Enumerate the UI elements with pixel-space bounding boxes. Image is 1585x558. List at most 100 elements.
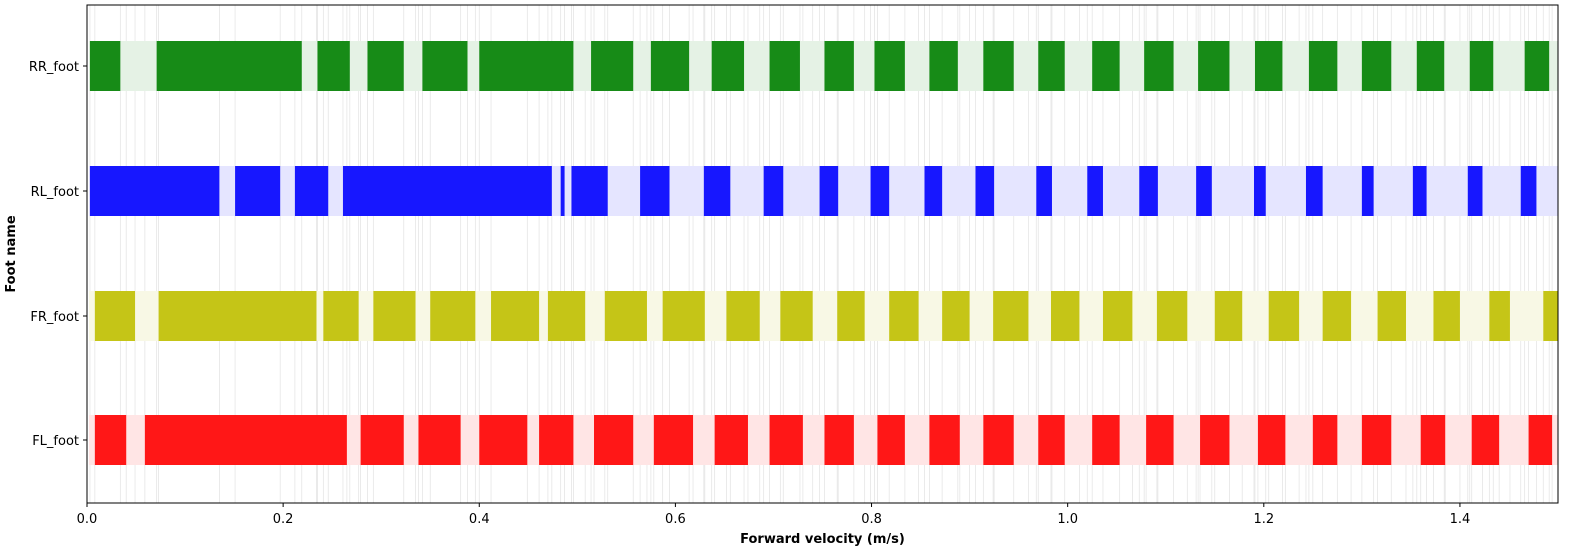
contact-bar xyxy=(1087,166,1103,216)
contact-bar xyxy=(874,41,905,91)
contact-bar xyxy=(726,291,760,341)
contact-bar xyxy=(1361,166,1374,216)
contact-bar xyxy=(571,166,608,216)
contact-bar xyxy=(1050,291,1080,341)
contact-bar xyxy=(1253,166,1266,216)
contact-bar xyxy=(591,41,634,91)
contact-bar xyxy=(1524,41,1550,91)
contact-bar xyxy=(89,41,121,91)
x-tick-label: 0.4 xyxy=(469,512,490,527)
contact-bar xyxy=(1092,41,1120,91)
contact-bar xyxy=(1528,415,1553,465)
contact-bar xyxy=(1361,41,1392,91)
contact-bar xyxy=(1198,41,1230,91)
contact-bar xyxy=(819,166,839,216)
contact-bar xyxy=(993,291,1029,341)
contact-bar xyxy=(594,415,634,465)
x-tick-label: 1.2 xyxy=(1253,512,1274,527)
contact-bar xyxy=(235,166,281,216)
contact-bar xyxy=(491,291,540,341)
contact-bar xyxy=(780,291,813,341)
contact-bar xyxy=(983,41,1014,91)
contact-bar xyxy=(479,415,528,465)
contact-bar xyxy=(1200,415,1230,465)
contact-bar xyxy=(1146,415,1174,465)
contact-bar xyxy=(1139,166,1158,216)
contact-bar xyxy=(604,291,647,341)
contact-bar xyxy=(1377,291,1406,341)
contact-bar xyxy=(650,41,690,91)
contact-bar xyxy=(418,415,461,465)
contact-bar xyxy=(837,291,865,341)
contact-bar xyxy=(1489,291,1510,341)
contact-bar xyxy=(870,166,890,216)
contact-bar xyxy=(317,41,350,91)
contact-bar xyxy=(703,166,731,216)
contact-bar xyxy=(158,291,317,341)
contact-bar xyxy=(763,166,784,216)
contact-bar xyxy=(560,166,565,216)
contact-bar xyxy=(1144,41,1174,91)
contact-bar xyxy=(924,166,943,216)
contact-bar xyxy=(156,41,302,91)
contact-bar xyxy=(547,291,586,341)
contact-bar xyxy=(94,415,127,465)
contact-bar xyxy=(824,41,854,91)
y-tick-label: RR_foot xyxy=(29,60,79,75)
contact-bar xyxy=(1543,291,1558,341)
contact-bar xyxy=(824,415,854,465)
x-tick-label: 0.0 xyxy=(77,512,98,527)
contact-bar xyxy=(539,415,574,465)
x-tick-label: 1.0 xyxy=(1057,512,1078,527)
contact-bar xyxy=(714,415,748,465)
contact-bar xyxy=(430,291,476,341)
contact-bar xyxy=(1257,415,1286,465)
y-axis-title: Foot name xyxy=(4,215,19,293)
contact-bar xyxy=(479,41,574,91)
contact-bar xyxy=(1312,415,1338,465)
plot-frame xyxy=(86,4,1559,504)
contact-bar xyxy=(1268,291,1300,341)
contact-bar xyxy=(94,291,136,341)
contact-bar xyxy=(983,415,1014,465)
y-tick-label: FL_foot xyxy=(32,434,79,449)
background-band-RR_foot xyxy=(89,41,1558,91)
contact-bar xyxy=(975,166,995,216)
contact-bar xyxy=(1092,415,1120,465)
contact-bar xyxy=(877,415,905,465)
contact-bars xyxy=(89,41,1558,465)
contact-bar xyxy=(1469,41,1494,91)
contact-bar xyxy=(1322,291,1352,341)
contact-bar xyxy=(1214,291,1243,341)
contact-bar xyxy=(929,41,958,91)
contact-bar xyxy=(323,291,359,341)
x-tick-label: 0.6 xyxy=(665,512,686,527)
contact-bar xyxy=(89,166,220,216)
contact-bar xyxy=(711,41,745,91)
contact-bar xyxy=(769,41,800,91)
contact-bar xyxy=(1196,166,1212,216)
contact-bar xyxy=(373,291,416,341)
contact-bar xyxy=(769,415,803,465)
contact-bar xyxy=(1361,415,1392,465)
contact-bar xyxy=(1305,166,1323,216)
contact-bar xyxy=(1471,415,1500,465)
contact-bar xyxy=(367,41,404,91)
contact-bar xyxy=(1036,166,1052,216)
contact-bar xyxy=(1102,291,1133,341)
contact-bar xyxy=(942,291,970,341)
contact-bar xyxy=(1156,291,1188,341)
x-axis-title: Forward velocity (m/s) xyxy=(740,532,905,547)
y-tick-label: RL_foot xyxy=(31,185,79,200)
contact-bar xyxy=(1412,166,1427,216)
contact-bar xyxy=(1420,415,1446,465)
contact-bar xyxy=(653,415,694,465)
y-tick-label: FR_foot xyxy=(30,310,79,325)
contact-bar xyxy=(1038,41,1065,91)
contact-bar xyxy=(1038,415,1065,465)
contact-bar xyxy=(360,415,404,465)
x-tick-label: 0.8 xyxy=(861,512,882,527)
contact-bar xyxy=(342,166,552,216)
contact-bar xyxy=(294,166,329,216)
